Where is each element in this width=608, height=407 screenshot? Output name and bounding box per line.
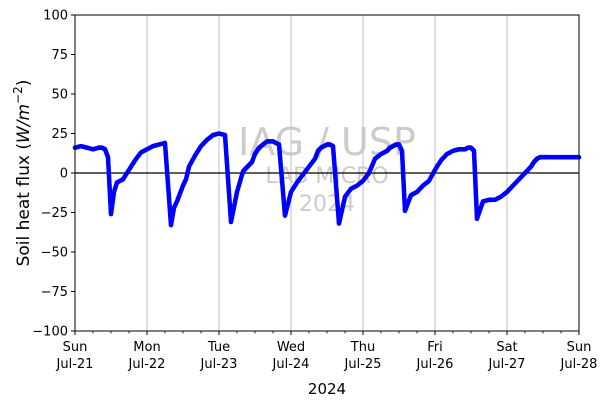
x-axis-ticks: Sun Jul-21 Mon Jul-22 Tue Jul-23 Wed Jul-24 Thu J… (56, 331, 598, 372)
x-tick-date: Jul-24 (272, 357, 310, 372)
y-tick-label: −25 (41, 206, 68, 221)
x-tick-day: Sun (63, 340, 88, 355)
x-tick-day: Thu (350, 340, 375, 355)
x-tick-day: Mon (133, 340, 160, 355)
y-axis-label-unit-m: m (14, 104, 34, 121)
x-tick-date: Jul-26 (416, 357, 454, 372)
y-tick-label: 0 (60, 167, 68, 182)
y-tick-label: −75 (41, 285, 68, 300)
y-axis-ticks: −100 −75 −50 −25 0 25 50 75 100 (32, 9, 75, 340)
x-tick-day: Sun (567, 340, 592, 355)
data-points (72, 131, 582, 228)
y-tick-label: −50 (41, 246, 68, 261)
y-tick-label: 75 (51, 48, 68, 63)
x-tick-day: Fri (427, 340, 443, 355)
x-tick-date: Jul-28 (560, 357, 598, 372)
y-axis-label-unit-w: W (14, 125, 34, 143)
x-tick-day: Wed (277, 340, 305, 355)
y-axis-label-unit-exp: −2 (11, 86, 25, 104)
x-tick-date: Jul-27 (488, 357, 526, 372)
x-tick-day: Sat (496, 340, 517, 355)
x-tick-date: Jul-25 (344, 357, 382, 372)
y-axis-label: Soil heat flux (W/m−2) (11, 80, 34, 267)
x-tick-date: Jul-22 (128, 357, 166, 372)
y-tick-label: 50 (51, 88, 68, 103)
y-axis-label-unit-slash: / (14, 118, 34, 128)
y-tick-label: 100 (43, 9, 68, 24)
x-tick-date: Jul-23 (200, 357, 238, 372)
y-tick-label: 25 (51, 127, 68, 142)
y-tick-label: −100 (32, 325, 68, 340)
x-axis-label: 2024 (308, 380, 346, 398)
y-axis-label-main: Soil heat flux ( (14, 143, 34, 266)
y-axis-label-close: ) (14, 80, 34, 87)
x-tick-date: Jul-21 (56, 357, 94, 372)
x-tick-day: Tue (207, 340, 230, 355)
